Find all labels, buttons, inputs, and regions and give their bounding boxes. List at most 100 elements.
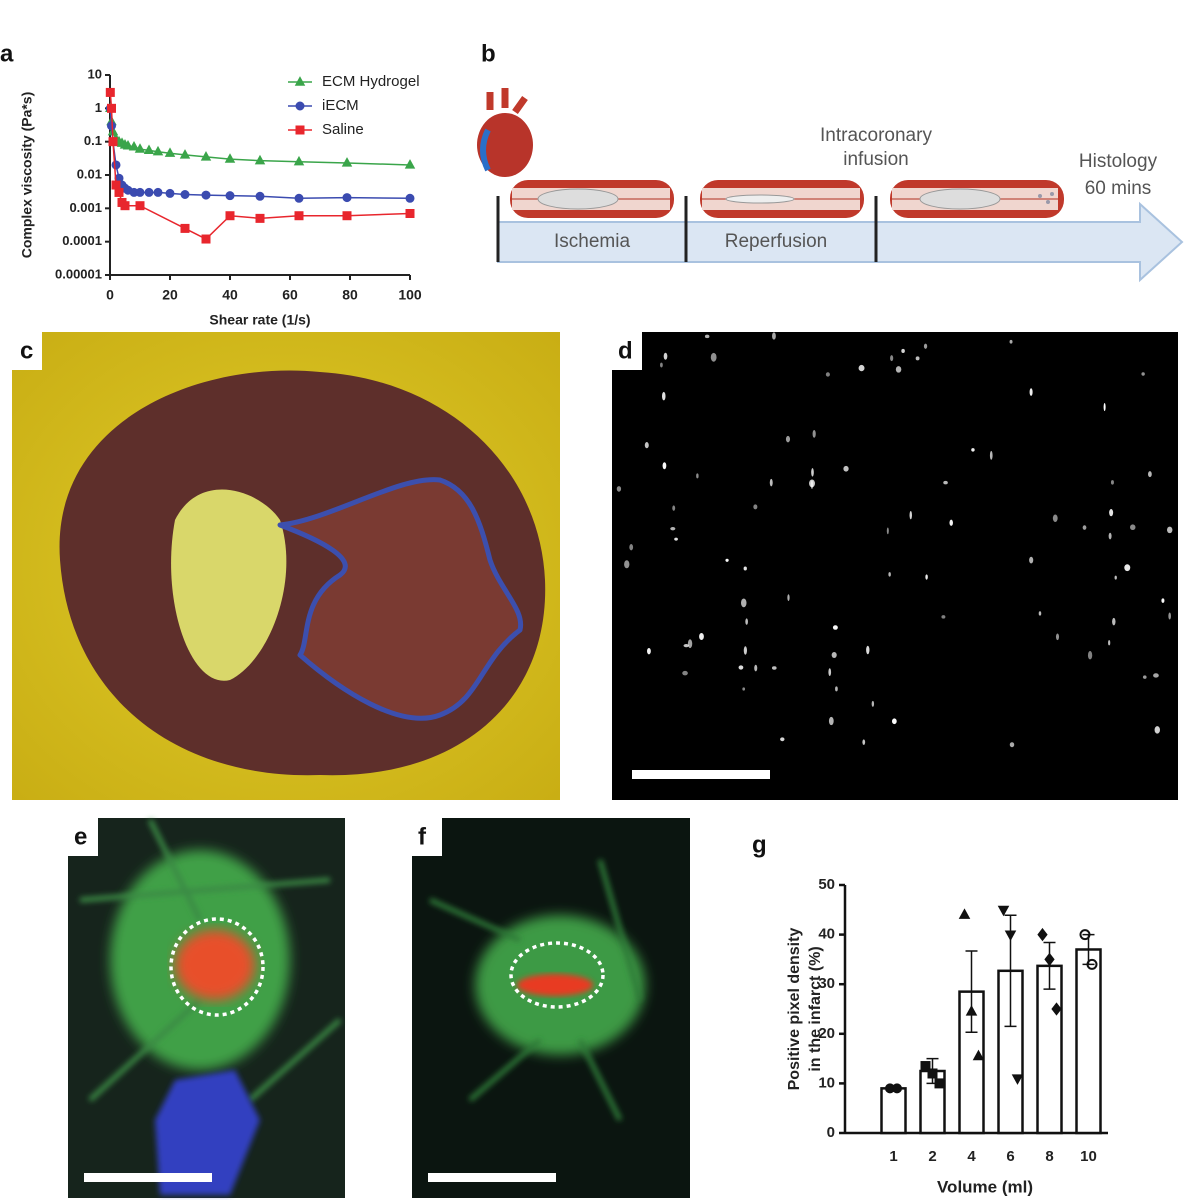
marker — [165, 188, 175, 198]
data-point — [892, 1083, 902, 1094]
data-point — [997, 905, 1010, 917]
scale-bar — [632, 770, 770, 779]
marker — [254, 154, 266, 165]
microscopy-image: e — [68, 818, 345, 1198]
particle — [753, 504, 758, 510]
error-bar — [965, 950, 978, 1034]
particle — [812, 430, 816, 438]
y-tick-label: 0.00001 — [55, 266, 102, 281]
marker — [255, 213, 265, 223]
marker — [152, 145, 164, 156]
marker — [135, 187, 145, 197]
particle — [941, 615, 946, 619]
particle — [743, 646, 747, 655]
data-point — [1011, 1074, 1024, 1085]
particle — [843, 465, 849, 472]
heart-icon — [477, 88, 533, 177]
particle — [663, 352, 668, 360]
microscopy-image: f — [412, 818, 690, 1198]
marker — [294, 211, 304, 221]
data-point — [1079, 929, 1091, 941]
data-point — [958, 908, 971, 919]
particle — [1108, 532, 1112, 540]
particle — [769, 478, 773, 487]
marker — [144, 187, 154, 197]
particle — [780, 737, 785, 742]
marker — [122, 139, 134, 150]
panel-label: b — [481, 40, 496, 67]
particle — [772, 332, 776, 340]
bar — [1075, 948, 1102, 1135]
marker — [255, 191, 265, 201]
y-tick-label: 1 — [95, 100, 102, 115]
marker — [153, 187, 163, 197]
particle — [835, 686, 838, 692]
particle — [629, 544, 634, 551]
particle — [828, 668, 832, 676]
end-label: Histology — [1079, 151, 1158, 172]
particle — [1130, 524, 1136, 531]
particle — [616, 486, 622, 492]
particle — [662, 391, 666, 401]
marker — [405, 208, 415, 218]
marker — [225, 211, 235, 221]
stage-label: Reperfusion — [725, 231, 827, 252]
particle — [662, 462, 667, 470]
marker — [180, 223, 190, 233]
particle — [890, 355, 894, 362]
infusion-label: Intracoronary — [820, 125, 932, 146]
marker — [108, 137, 118, 147]
marker — [294, 193, 304, 203]
particle — [1029, 388, 1033, 396]
x-tick-label: 100 — [398, 287, 422, 303]
x-axis-label: Volume (ml) — [937, 1177, 1033, 1196]
particle — [923, 343, 928, 349]
particle — [644, 442, 649, 449]
particle — [1148, 471, 1152, 478]
scale-bar — [428, 1173, 556, 1182]
x-tick-label: 6 — [1006, 1148, 1014, 1165]
data-point — [927, 1068, 938, 1079]
marker — [114, 187, 124, 197]
particle — [1110, 480, 1114, 485]
marker — [111, 160, 121, 170]
marker — [405, 193, 415, 203]
legend-label: Saline — [322, 121, 364, 138]
particle — [915, 356, 920, 361]
panel-label: d — [618, 337, 633, 364]
particle — [891, 718, 897, 725]
particle — [809, 479, 815, 488]
particle — [989, 450, 993, 460]
x-tick-label: 20 — [162, 287, 178, 303]
data-point — [972, 1049, 985, 1061]
particle — [743, 566, 747, 571]
marker — [293, 155, 305, 166]
particle — [787, 594, 790, 601]
x-tick-label: 40 — [222, 287, 238, 303]
particle — [1108, 640, 1111, 646]
particle — [1166, 526, 1173, 534]
y-tick-label: 10 — [88, 66, 102, 81]
particle — [682, 670, 688, 676]
marker — [107, 103, 116, 113]
bar — [1036, 964, 1063, 1135]
panel-label: a — [0, 40, 14, 67]
particle — [1142, 675, 1147, 679]
legend-marker — [295, 101, 305, 111]
particle — [725, 558, 729, 562]
vessel — [510, 180, 674, 218]
particle — [1114, 575, 1117, 580]
particle — [670, 527, 676, 531]
marker — [201, 234, 211, 244]
end-label: 60 mins — [1085, 178, 1152, 199]
y-tick-label: 20 — [818, 1025, 835, 1042]
particle — [862, 739, 866, 745]
particle — [871, 700, 875, 707]
particle — [1154, 726, 1161, 734]
particle — [742, 687, 746, 691]
particle — [771, 666, 777, 670]
particle — [1124, 564, 1131, 572]
marker — [179, 149, 191, 159]
particle — [949, 519, 953, 526]
particle — [1087, 650, 1093, 660]
